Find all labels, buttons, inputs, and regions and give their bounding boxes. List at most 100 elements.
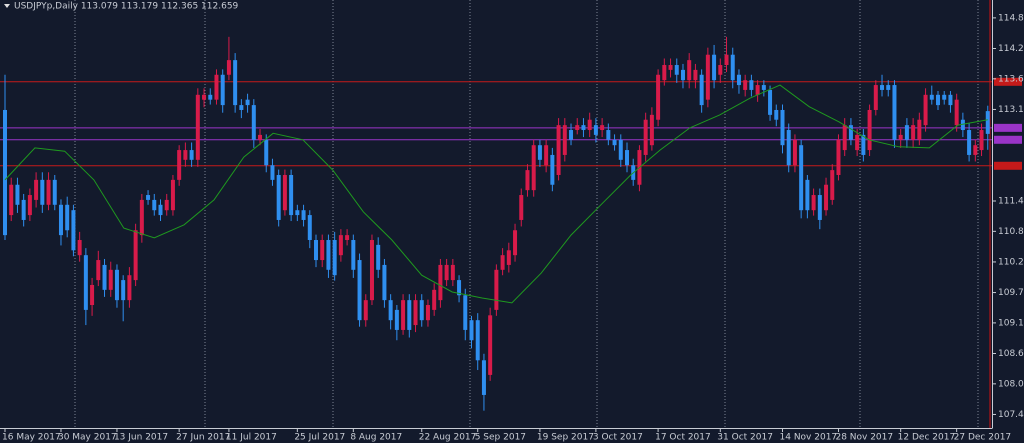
candle-body bbox=[817, 195, 822, 220]
candle-body bbox=[979, 130, 984, 151]
candle-body bbox=[786, 130, 791, 166]
candle-body bbox=[220, 74, 225, 106]
candle-body bbox=[127, 275, 132, 301]
candle-body bbox=[886, 85, 891, 90]
candle-body bbox=[867, 109, 872, 151]
x-tick-label: 27 Dec 2017 bbox=[954, 433, 1012, 443]
candle-body bbox=[625, 150, 629, 166]
x-tick-label: 28 Nov 2017 bbox=[835, 433, 893, 443]
candle-body bbox=[208, 94, 213, 100]
candle-body bbox=[332, 240, 337, 276]
candle-body bbox=[469, 320, 474, 341]
candle-body bbox=[52, 179, 57, 205]
x-tick-label: 5 Sep 2017 bbox=[475, 433, 526, 443]
x-tick-label: 19 Sep 2017 bbox=[537, 433, 594, 443]
candle-body bbox=[233, 60, 238, 106]
candle-body bbox=[948, 94, 953, 106]
candle-body bbox=[413, 300, 418, 326]
candle-body bbox=[164, 199, 169, 211]
y-tick-label: 110.860 bbox=[998, 227, 1024, 237]
candle-body bbox=[904, 125, 909, 140]
candle-body bbox=[183, 150, 188, 160]
candle-body bbox=[606, 130, 611, 140]
candle-body bbox=[463, 295, 468, 330]
candle-body bbox=[9, 184, 14, 216]
candle-body bbox=[71, 210, 76, 251]
candle-body bbox=[873, 85, 878, 110]
candle-body bbox=[363, 300, 368, 321]
candle-body bbox=[513, 230, 518, 256]
candle-body bbox=[407, 300, 412, 330]
candle-body bbox=[488, 315, 493, 375]
candle-body bbox=[519, 195, 524, 220]
candle-body bbox=[936, 94, 940, 106]
candle-body bbox=[674, 65, 679, 75]
candle-body bbox=[960, 119, 965, 131]
x-tick-label: 13 Jun 2017 bbox=[114, 433, 168, 443]
candle-body bbox=[419, 300, 424, 321]
candle-body bbox=[842, 125, 847, 151]
candle-body bbox=[46, 179, 51, 205]
candle-body bbox=[774, 109, 779, 120]
candle-body bbox=[911, 125, 916, 140]
candle-body bbox=[295, 210, 300, 216]
candle-body bbox=[855, 134, 860, 151]
candle-body bbox=[425, 305, 430, 321]
candle-body bbox=[40, 179, 45, 205]
candle-body bbox=[282, 174, 287, 211]
candle-body bbox=[699, 74, 704, 106]
candle-body bbox=[730, 54, 735, 81]
candle-body bbox=[326, 240, 331, 270]
x-tick-label: 17 Oct 2017 bbox=[655, 433, 711, 443]
candle-body bbox=[954, 99, 959, 126]
menu-icon[interactable] bbox=[4, 4, 10, 8]
candle-body bbox=[973, 145, 978, 155]
candle-body bbox=[276, 174, 281, 220]
candle-body bbox=[575, 125, 580, 131]
candle-body bbox=[369, 240, 374, 301]
candle-body bbox=[693, 69, 698, 81]
x-tick-label: 22 Aug 2017 bbox=[419, 433, 477, 443]
y-tick-label: 108.045 bbox=[998, 379, 1024, 389]
candle-body bbox=[170, 179, 175, 211]
candle-body bbox=[656, 74, 661, 120]
candle-body bbox=[65, 204, 70, 231]
candle-body bbox=[481, 360, 486, 395]
candle-body bbox=[587, 119, 592, 131]
candle-body bbox=[780, 109, 785, 146]
candle-body bbox=[749, 80, 754, 90]
candle-body bbox=[382, 264, 387, 301]
candle-body bbox=[401, 300, 406, 330]
candle-body bbox=[500, 255, 505, 270]
candle-body bbox=[438, 264, 443, 301]
candle-body bbox=[189, 150, 194, 160]
candle-body bbox=[755, 85, 760, 95]
candle-body bbox=[705, 54, 710, 100]
x-tick-label: 25 Jul 2017 bbox=[294, 433, 345, 443]
candle-body bbox=[15, 184, 20, 205]
candle-body bbox=[133, 230, 138, 281]
candle-body bbox=[289, 174, 294, 216]
candle-body bbox=[811, 195, 816, 211]
candle-body bbox=[83, 255, 88, 310]
candle-body bbox=[799, 145, 804, 211]
candle-body bbox=[251, 105, 256, 140]
candle-body bbox=[450, 264, 455, 281]
candle-body bbox=[712, 54, 717, 81]
candle-body bbox=[917, 119, 922, 140]
candle-body bbox=[562, 125, 567, 155]
candle-body bbox=[569, 130, 574, 140]
candle-body bbox=[550, 154, 555, 185]
candle-body bbox=[649, 114, 654, 146]
candle-body bbox=[432, 289, 437, 310]
y-tick-label: 108.605 bbox=[998, 349, 1024, 359]
candle-body bbox=[357, 260, 362, 321]
candle-body bbox=[264, 139, 269, 166]
x-tick-label: 8 Aug 2017 bbox=[350, 433, 402, 443]
candle-body bbox=[345, 235, 350, 241]
candle-body bbox=[444, 264, 449, 281]
candle-body bbox=[394, 309, 399, 330]
candle-body bbox=[121, 280, 126, 301]
y-tick-label: 110.295 bbox=[998, 257, 1024, 267]
